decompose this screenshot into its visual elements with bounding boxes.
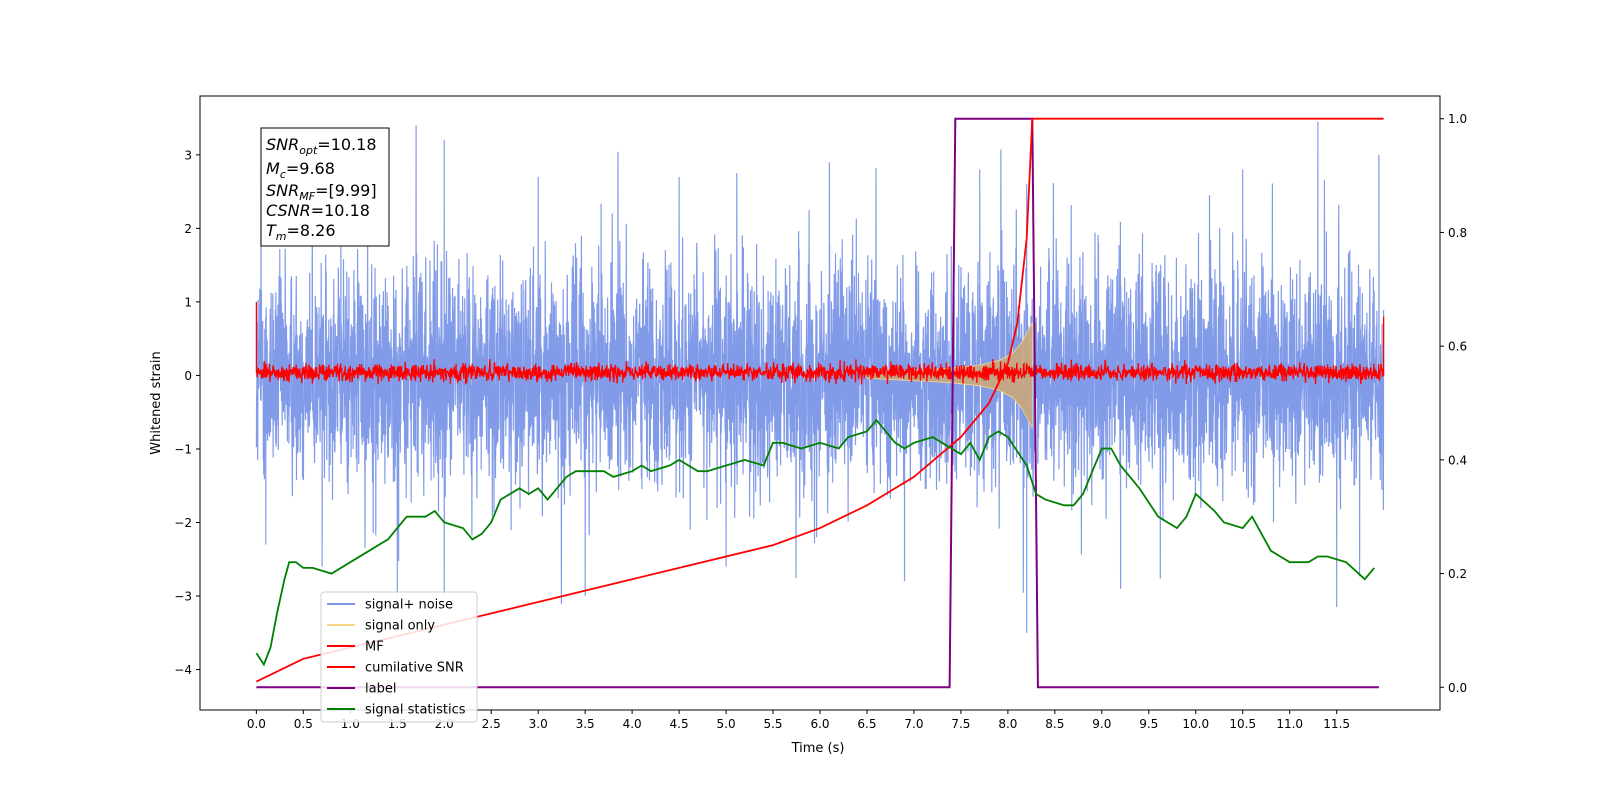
x-tick-label: 9.0 bbox=[1092, 717, 1111, 731]
legend: signal+ noise signal only MF cumilative … bbox=[320, 591, 478, 723]
signal-statistics-trace bbox=[255, 418, 1375, 667]
y2-tick-label: 0.4 bbox=[1448, 453, 1467, 467]
annotation-line-snr-mf: SNRMF=[9.99] bbox=[266, 181, 377, 203]
x-tick-label: 10.0 bbox=[1182, 717, 1209, 731]
y-axis-right: 0.0 0.2 0.4 0.6 0.8 1.0 bbox=[1440, 112, 1467, 695]
x-tick-label: 2.5 bbox=[482, 717, 501, 731]
x-tick-label: 7.0 bbox=[904, 717, 923, 731]
series-signal-noise bbox=[255, 121, 1385, 633]
legend-label-mf: MF bbox=[365, 640, 384, 655]
y2-tick-label: 0.8 bbox=[1448, 226, 1467, 240]
y-tick-label: −1 bbox=[174, 442, 192, 456]
x-tick-label: 6.5 bbox=[857, 717, 876, 731]
x-tick-label: 11.5 bbox=[1323, 717, 1350, 731]
y-axis-left: −4 −3 −2 −1 0 1 2 3 bbox=[174, 148, 200, 677]
x-tick-label: 0.5 bbox=[294, 717, 313, 731]
x-tick-label: 9.5 bbox=[1139, 717, 1158, 731]
x-axis-label: Time (s) bbox=[791, 741, 845, 756]
series-signal-statistics bbox=[255, 418, 1375, 667]
y-tick-label: 2 bbox=[184, 222, 192, 236]
signal-noise-trace bbox=[255, 121, 1385, 633]
y-tick-label: 1 bbox=[184, 295, 192, 309]
legend-label-signal-noise: signal+ noise bbox=[365, 598, 453, 613]
annotation-box: SNRopt=10.18 Mc=9.68 SNRMF=[9.99] CSNR=1… bbox=[260, 127, 390, 247]
series-label bbox=[256, 117, 1379, 689]
x-tick-label: 5.0 bbox=[717, 717, 736, 731]
x-tick-label: 0.0 bbox=[247, 717, 266, 731]
annotation-line-csnr: CSNR=10.18 bbox=[266, 201, 370, 220]
label-trace bbox=[256, 117, 1379, 689]
y2-tick-label: 0.2 bbox=[1448, 567, 1467, 581]
legend-frame bbox=[320, 591, 478, 723]
annotation-line-mc: Mc=9.68 bbox=[266, 159, 335, 181]
legend-label-signal-statistics: signal statistics bbox=[365, 703, 466, 718]
x-tick-label: 6.0 bbox=[810, 717, 829, 731]
y-axis-label: Whitened strain bbox=[149, 351, 164, 454]
x-tick-label: 5.5 bbox=[763, 717, 782, 731]
y-tick-label: −2 bbox=[174, 516, 192, 530]
y-tick-label: −4 bbox=[174, 663, 192, 677]
y2-tick-label: 0.0 bbox=[1448, 681, 1467, 695]
x-tick-label: 8.5 bbox=[1045, 717, 1064, 731]
x-tick-label: 10.5 bbox=[1229, 717, 1256, 731]
y-tick-label: 3 bbox=[184, 148, 192, 162]
legend-label-cumilative-snr: cumilative SNR bbox=[365, 661, 464, 676]
y2-tick-label: 1.0 bbox=[1448, 112, 1467, 126]
series-mf bbox=[255, 301, 1385, 385]
x-tick-label: 4.5 bbox=[670, 717, 689, 731]
x-tick-label: 7.5 bbox=[951, 717, 970, 731]
x-tick-label: 3.5 bbox=[576, 717, 595, 731]
y-tick-label: 0 bbox=[184, 369, 192, 383]
x-tick-label: 3.0 bbox=[529, 717, 548, 731]
x-tick-label: 4.0 bbox=[623, 717, 642, 731]
x-tick-label: 8.0 bbox=[998, 717, 1017, 731]
annotation-frame bbox=[260, 127, 390, 247]
y2-tick-label: 0.6 bbox=[1448, 340, 1467, 354]
annotation-line-snr-opt: SNRopt=10.18 bbox=[266, 135, 377, 157]
y-tick-label: −3 bbox=[174, 590, 192, 604]
mf-trace bbox=[255, 301, 1385, 385]
legend-label-signal-only: signal only bbox=[365, 619, 435, 634]
legend-label-label: label bbox=[365, 682, 396, 697]
x-tick-label: 11.0 bbox=[1276, 717, 1303, 731]
annotation-line-tm: Tm=8.26 bbox=[266, 221, 336, 243]
